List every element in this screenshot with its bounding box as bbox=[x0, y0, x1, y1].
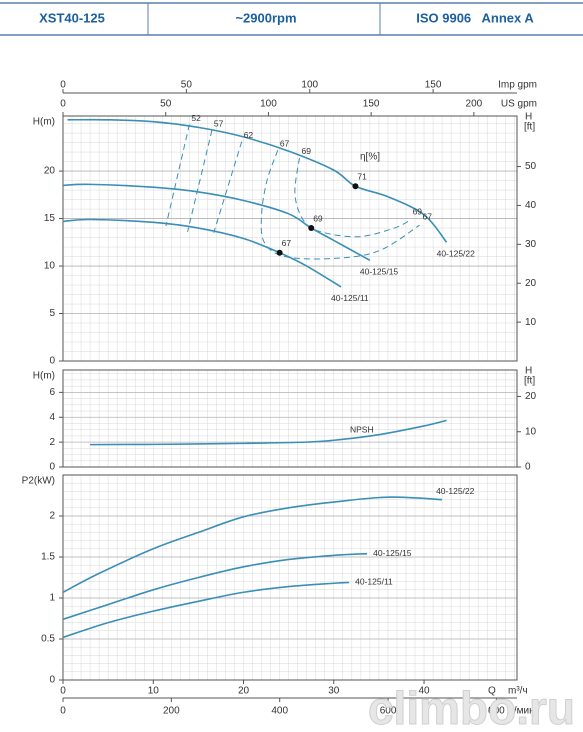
top-axis-unit: Imp gpm bbox=[498, 80, 537, 91]
curve bbox=[62, 581, 350, 639]
watermark: climbo.ru bbox=[368, 682, 575, 732]
series-label: 40-125/11 bbox=[331, 293, 369, 303]
x2-tick-label: 800 bbox=[488, 706, 505, 717]
x2-tick-label: 200 bbox=[163, 706, 180, 717]
y-tick-label: 4 bbox=[49, 412, 55, 423]
y-tick-label: 2 bbox=[49, 437, 55, 448]
y-label: H(m) bbox=[33, 371, 55, 382]
y2-tick-label: 20 bbox=[525, 278, 537, 289]
series-label: 40-125/22 bbox=[437, 249, 476, 259]
y2-tick-label: 40 bbox=[525, 200, 537, 211]
y-tick-label: 1.5 bbox=[41, 552, 55, 563]
curve bbox=[90, 419, 447, 446]
y-tick-label: 15 bbox=[44, 213, 56, 224]
curve bbox=[62, 218, 342, 288]
duty-point-label: 67 bbox=[282, 238, 292, 248]
y-tick-label: 6 bbox=[49, 387, 55, 398]
efficiency-label: 67 bbox=[423, 211, 433, 221]
efficiency-line bbox=[187, 130, 213, 232]
series-label: NPSH bbox=[350, 424, 374, 434]
x2-tick-label: 600 bbox=[380, 706, 397, 717]
efficiency-line bbox=[294, 157, 410, 238]
efficiency-label: 69 bbox=[413, 207, 423, 217]
x2-unit: л/мин bbox=[508, 706, 535, 717]
duty-point bbox=[276, 249, 283, 256]
x-tick-label: 20 bbox=[238, 686, 250, 697]
efficiency-label: 52 bbox=[191, 113, 201, 123]
y2-tick-label: 10 bbox=[525, 317, 537, 328]
series-label: 40-125/15 bbox=[360, 267, 399, 277]
y-label: H(m) bbox=[33, 117, 55, 128]
top-tick-label: 50 bbox=[160, 99, 172, 110]
y2-tick-label: 30 bbox=[525, 239, 537, 250]
efficiency-label: 67 bbox=[280, 138, 290, 148]
top-tick-label: 200 bbox=[466, 99, 483, 110]
y-tick-label: 0.5 bbox=[41, 634, 55, 645]
y-tick-label: 2 bbox=[49, 511, 55, 522]
x-tick-label: 40 bbox=[418, 686, 430, 697]
y2-tick-label: 0 bbox=[525, 462, 531, 473]
y-tick-label: 0 bbox=[49, 675, 55, 686]
series-label: 40-125/11 bbox=[355, 577, 393, 587]
x-unit: m³/ч bbox=[508, 686, 528, 697]
x2-tick-label: 0 bbox=[60, 706, 66, 717]
y-tick-label: 0 bbox=[49, 356, 55, 367]
y2-tick-label: 50 bbox=[525, 161, 537, 172]
plot-frame bbox=[62, 369, 518, 468]
x-label: Q bbox=[488, 686, 496, 697]
efficiency-label: 62 bbox=[244, 130, 254, 140]
y2-label: H bbox=[525, 112, 532, 123]
header: XST40-125 ~2900rpm ISO 9906 Annex A bbox=[0, 2, 583, 36]
eta-label: η[%] bbox=[360, 152, 380, 163]
efficiency-label: 69 bbox=[301, 146, 311, 156]
y-tick-label: 5 bbox=[49, 308, 55, 319]
y2-label: H bbox=[525, 366, 532, 377]
curve bbox=[62, 183, 371, 262]
series-label: 40-125/22 bbox=[436, 486, 475, 496]
efficiency-line bbox=[260, 150, 420, 260]
duty-point-label: 69 bbox=[313, 213, 323, 223]
efficiency-line bbox=[213, 141, 243, 233]
top-tick-label: 50 bbox=[181, 80, 193, 91]
top-tick-label: 150 bbox=[363, 99, 380, 110]
efficiency-label: 57 bbox=[214, 118, 224, 128]
curve bbox=[62, 552, 368, 621]
y-tick-label: 0 bbox=[49, 462, 55, 473]
plot-frame bbox=[62, 474, 518, 681]
y-label: P2(kW) bbox=[22, 476, 55, 487]
y-tick-label: 20 bbox=[44, 166, 56, 177]
speed: ~2900rpm bbox=[235, 10, 296, 25]
duty-point bbox=[352, 183, 359, 190]
y2-unit: [ft] bbox=[524, 122, 535, 133]
top-axis-unit: US gpm bbox=[501, 99, 537, 110]
y-tick-label: 10 bbox=[44, 261, 56, 272]
top-tick-label: 150 bbox=[425, 80, 442, 91]
top-tick-label: 0 bbox=[60, 99, 66, 110]
y2-unit: [ft] bbox=[524, 376, 535, 387]
y2-tick-label: 10 bbox=[525, 426, 537, 437]
x-tick-label: 0 bbox=[60, 686, 66, 697]
top-tick-label: 100 bbox=[301, 80, 318, 91]
standard: ISO 9906 Annex A bbox=[416, 10, 534, 25]
duty-point bbox=[308, 225, 315, 232]
top-tick-label: 100 bbox=[260, 99, 277, 110]
top-tick-label: 0 bbox=[60, 80, 66, 91]
x-tick-label: 30 bbox=[328, 686, 340, 697]
y-tick-label: 1 bbox=[49, 593, 55, 604]
y2-tick-label: 20 bbox=[525, 391, 537, 402]
x2-tick-label: 400 bbox=[271, 706, 288, 717]
efficiency-line bbox=[165, 124, 190, 227]
duty-point-label: 71 bbox=[357, 172, 367, 182]
curve bbox=[62, 496, 443, 593]
series-label: 40-125/15 bbox=[373, 548, 412, 558]
curve bbox=[67, 118, 448, 243]
x-tick-label: 10 bbox=[148, 686, 160, 697]
x2-label: Q bbox=[488, 706, 496, 717]
model: XST40-125 bbox=[39, 10, 105, 25]
